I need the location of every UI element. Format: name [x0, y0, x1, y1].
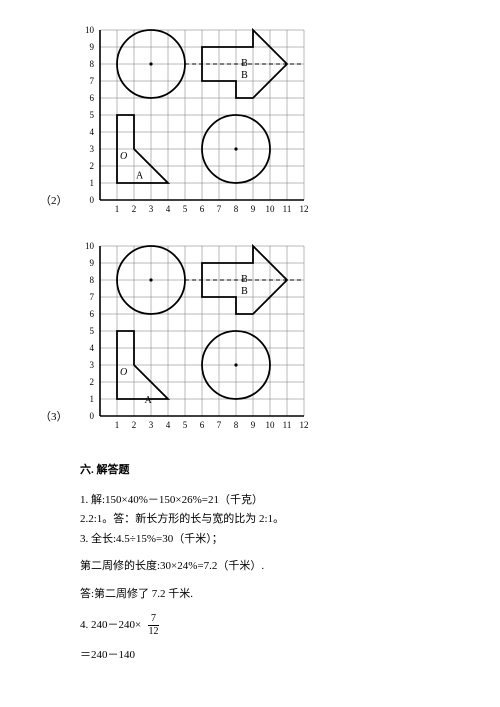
svg-text:7: 7	[90, 292, 95, 302]
fraction-den: 12	[148, 626, 159, 637]
svg-text:5: 5	[90, 110, 95, 120]
svg-text:O: O	[120, 151, 127, 162]
svg-text:O: O	[120, 367, 127, 378]
svg-text:10: 10	[85, 25, 95, 35]
svg-text:9: 9	[90, 258, 95, 268]
svg-text:7: 7	[217, 204, 222, 214]
figure-2-grid: 123456789101112012345678910BBOA	[70, 22, 330, 222]
answer-4a: 4. 240－240× 7 12	[80, 614, 440, 637]
svg-text:0: 0	[90, 411, 95, 421]
svg-text:2: 2	[90, 377, 95, 387]
answer-1: 1. 解:150×40%－150×26%=21（千克）	[80, 492, 440, 510]
svg-text:1: 1	[115, 420, 120, 430]
svg-text:5: 5	[183, 204, 188, 214]
svg-text:0: 0	[90, 195, 95, 205]
svg-text:6: 6	[200, 204, 205, 214]
svg-text:A: A	[145, 395, 153, 406]
svg-text:7: 7	[90, 76, 95, 86]
figure-3-label: （3）	[40, 408, 68, 424]
svg-text:2: 2	[90, 161, 95, 171]
svg-text:12: 12	[300, 420, 309, 430]
svg-text:9: 9	[90, 42, 95, 52]
figure-2-label: （2）	[40, 192, 68, 208]
svg-text:3: 3	[149, 420, 154, 430]
svg-text:B: B	[241, 274, 248, 285]
svg-text:B: B	[241, 70, 248, 81]
figure-3-grid: 123456789101112012345678910BBOA	[70, 238, 330, 438]
svg-text:5: 5	[183, 420, 188, 430]
svg-text:3: 3	[90, 144, 95, 154]
svg-text:3: 3	[90, 360, 95, 370]
fraction-num: 7	[148, 614, 159, 626]
answers-section: 六. 解答题 1. 解:150×40%－150×26%=21（千克） 2.2:1…	[80, 462, 440, 666]
svg-text:6: 6	[90, 93, 95, 103]
svg-text:5: 5	[90, 326, 95, 336]
fraction-7-12: 7 12	[148, 614, 159, 637]
svg-text:10: 10	[85, 241, 95, 251]
svg-text:11: 11	[283, 204, 292, 214]
svg-text:9: 9	[251, 204, 256, 214]
svg-text:10: 10	[266, 204, 276, 214]
answer-3b: 第二周修的长度:30×24%=7.2（千米）.	[80, 558, 440, 576]
svg-text:8: 8	[90, 59, 95, 69]
svg-text:11: 11	[283, 420, 292, 430]
svg-text:4: 4	[90, 343, 95, 353]
svg-text:10: 10	[266, 420, 276, 430]
svg-text:3: 3	[149, 204, 154, 214]
svg-text:8: 8	[90, 275, 95, 285]
svg-text:7: 7	[217, 420, 222, 430]
svg-text:8: 8	[234, 204, 239, 214]
section-title: 六. 解答题	[80, 462, 440, 480]
svg-text:12: 12	[300, 204, 309, 214]
svg-text:A: A	[136, 171, 144, 182]
svg-text:1: 1	[115, 204, 120, 214]
svg-text:9: 9	[251, 420, 256, 430]
answer-4b: ＝240－140	[80, 647, 440, 665]
answer-3a: 3. 全长:4.5÷15%=30（千米）；	[80, 531, 440, 549]
svg-text:4: 4	[166, 204, 171, 214]
svg-text:4: 4	[90, 127, 95, 137]
svg-text:B: B	[241, 286, 248, 297]
svg-text:B: B	[241, 58, 248, 69]
svg-text:2: 2	[132, 204, 137, 214]
answer-2: 2.2:1。答：新长方形的长与宽的比为 2:1。	[80, 511, 440, 529]
svg-text:4: 4	[166, 420, 171, 430]
svg-text:2: 2	[132, 420, 137, 430]
svg-text:6: 6	[200, 420, 205, 430]
svg-text:8: 8	[234, 420, 239, 430]
answer-3c: 答:第二周修了 7.2 千米.	[80, 586, 440, 604]
svg-text:6: 6	[90, 309, 95, 319]
svg-text:1: 1	[90, 178, 95, 188]
answer-4a-prefix: 4. 240－240×	[80, 619, 141, 631]
svg-text:1: 1	[90, 394, 95, 404]
